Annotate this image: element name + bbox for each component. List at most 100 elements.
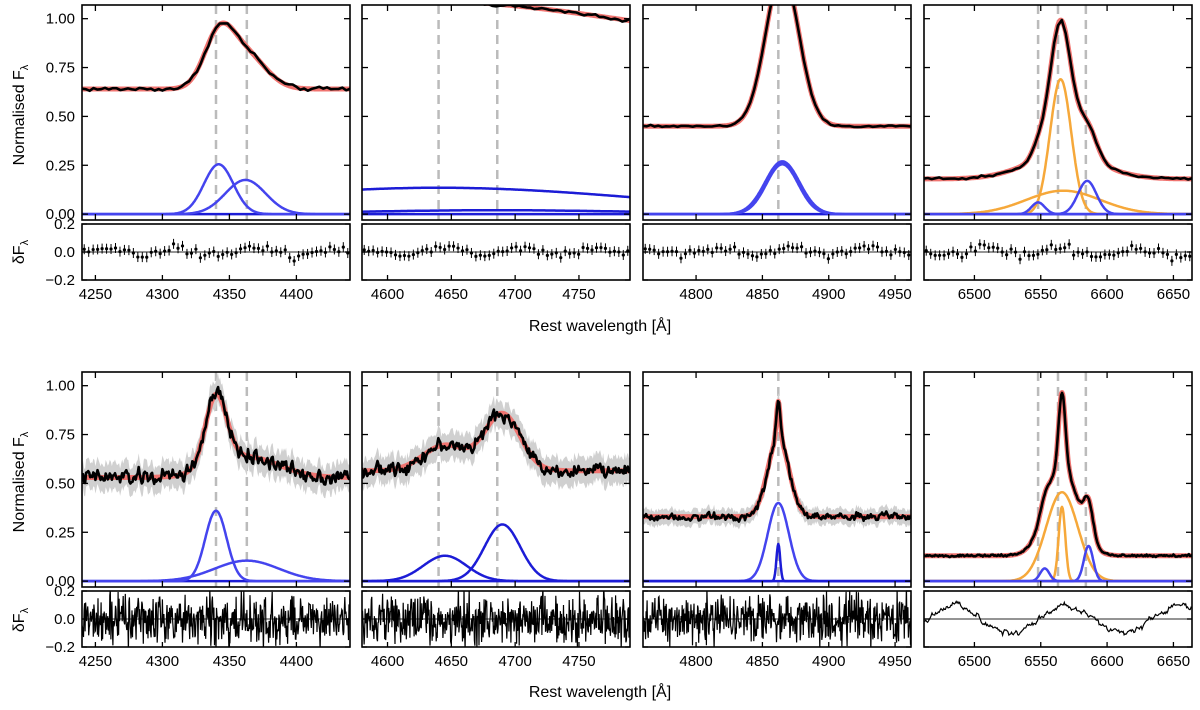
residual-point: [674, 250, 679, 254]
residual-point: [252, 246, 256, 250]
residual-point: [194, 247, 198, 251]
residual-point: [728, 247, 732, 251]
residual-plot-area: [362, 591, 630, 647]
residual-point: [875, 245, 880, 249]
resid-ytick-label: 0.2: [54, 583, 75, 600]
residual-point: [109, 247, 113, 251]
residual-point: [434, 244, 438, 249]
xtick-label: 4800: [679, 286, 712, 303]
residual-point: [1098, 255, 1103, 259]
main-plot-area: [82, 5, 350, 220]
observed-spectrum-line: [82, 22, 350, 93]
xtick-label: 4600: [371, 653, 404, 670]
model-fit-line: [475, 5, 630, 24]
residual-point: [429, 250, 433, 254]
observed-spectrum-line: [82, 385, 350, 486]
residual-point: [532, 247, 536, 251]
main-plot-area: [362, 372, 630, 587]
main-ytick-label: 0.00: [46, 573, 75, 590]
residual-point: [487, 253, 491, 257]
residual-point: [1049, 243, 1053, 247]
residual-point: [621, 253, 625, 257]
residual-point: [996, 246, 1000, 250]
main-ytick-label: 0.25: [46, 524, 75, 541]
main-ytick-label: 0.25: [46, 157, 75, 174]
residual-point: [643, 247, 647, 251]
residual-point: [305, 252, 310, 256]
panel-r0c1: 4600 4650 4700 4750: [361, 4, 631, 303]
xtick-label: 4850: [746, 286, 779, 303]
residual-point: [230, 252, 234, 257]
residual-point: [443, 247, 447, 252]
residual-point: [292, 259, 296, 263]
residual-point: [866, 247, 871, 251]
main-ytick-label: 0.00: [46, 206, 75, 223]
residual-point: [955, 252, 960, 256]
main-ytick-label: 0.75: [46, 427, 75, 444]
residual-point: [341, 245, 345, 249]
residual-point: [501, 250, 505, 254]
residual-point: [149, 250, 153, 254]
residual-point: [451, 244, 456, 248]
residual-line: [362, 591, 630, 647]
residual-point: [679, 256, 683, 260]
residual-point: [884, 249, 889, 253]
residual-point: [844, 252, 848, 256]
residual-point: [1045, 248, 1049, 252]
residual-point: [978, 242, 982, 246]
residual-point: [759, 252, 763, 256]
residual-point: [858, 246, 862, 250]
resid-ytick-label: −0.2: [45, 639, 75, 656]
residual-point: [510, 246, 514, 250]
residual-point: [1143, 250, 1147, 254]
observed-spectrum-line: [643, 5, 911, 129]
y-axis-label-resid-text-bottom: δF: [11, 613, 28, 632]
residual-point: [773, 251, 777, 256]
residual-point: [1112, 253, 1116, 257]
residual-plot-area: [82, 591, 350, 647]
residual-point: [782, 246, 786, 251]
residual-point: [831, 252, 835, 256]
resid-ytick-label: 0.0: [54, 244, 75, 261]
component-0: [362, 186, 630, 199]
residual-point: [951, 250, 955, 254]
xtick-label: 6650: [1157, 286, 1190, 303]
residual-point: [581, 245, 585, 250]
resid-ytick-label: −0.2: [45, 272, 75, 289]
residual-point: [799, 245, 804, 249]
residual-point: [648, 247, 652, 251]
residual-point: [1031, 253, 1036, 257]
xtick-label: 4800: [679, 653, 712, 670]
xtick-label: 4750: [562, 653, 595, 670]
main-ytick-label: 0.50: [46, 475, 75, 492]
error-band: [362, 395, 630, 492]
main-frame: [923, 4, 1193, 221]
residual-point: [777, 247, 781, 251]
residual-point: [946, 252, 951, 256]
y-axis-label-main-top: Normalised Fλ: [11, 64, 31, 165]
residual-point: [791, 246, 795, 250]
residual-point: [1054, 247, 1058, 252]
xtick-label: 6600: [1090, 286, 1123, 303]
residual-point: [577, 252, 581, 256]
residual-point: [380, 249, 384, 253]
residual-point: [1165, 252, 1170, 256]
residual-point: [871, 244, 875, 248]
y-axis-label-resid-subscript: λ: [19, 239, 31, 245]
residual-point: [163, 249, 167, 253]
residual-point: [234, 251, 238, 255]
residual-plot-area: [924, 600, 1192, 638]
residual-point: [371, 248, 375, 253]
main-plot-area: [924, 372, 1192, 587]
residual-point: [617, 250, 621, 254]
residual-point: [701, 249, 705, 253]
main-ytick-label: 0.50: [46, 108, 75, 125]
residual-point: [973, 249, 977, 253]
residual-point: [889, 253, 893, 257]
residual-point: [1013, 250, 1018, 254]
xtick-label: 4250: [79, 653, 112, 670]
residual-point: [140, 255, 144, 259]
main-plot-area: [362, 5, 630, 220]
residual-point: [1179, 256, 1183, 260]
residual-point: [1080, 252, 1085, 256]
